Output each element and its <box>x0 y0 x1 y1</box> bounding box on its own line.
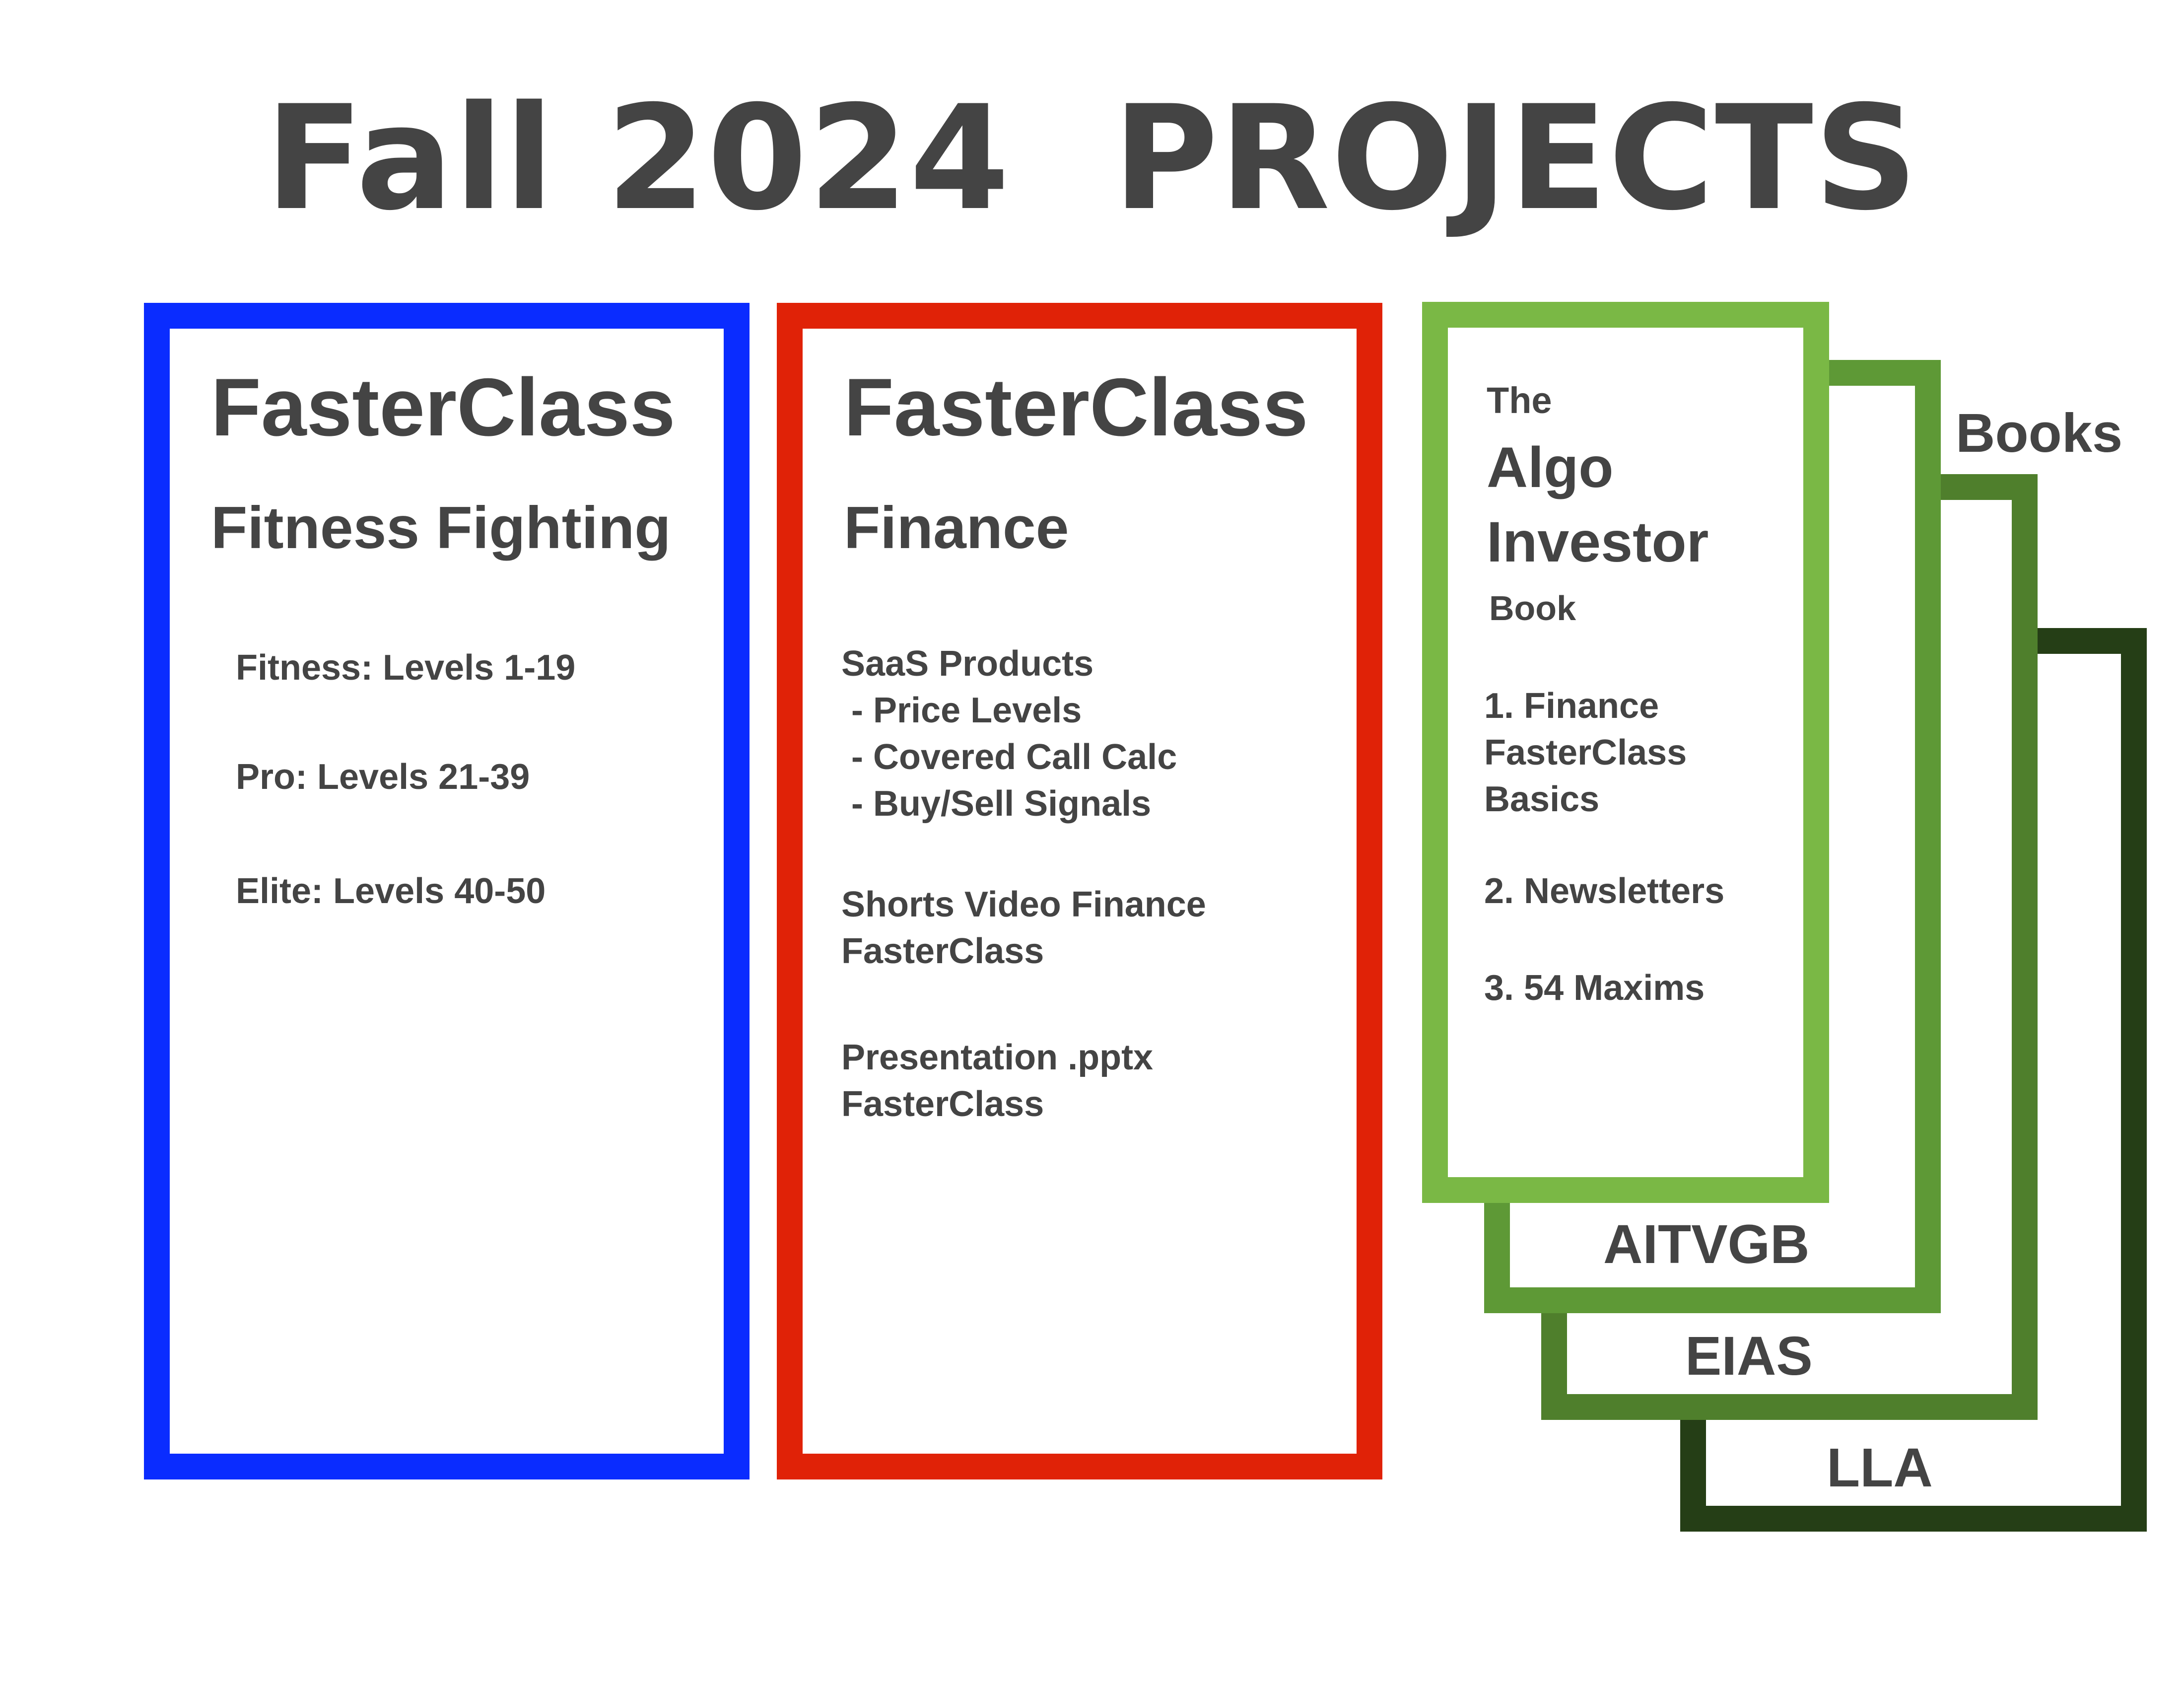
book-item-1-line2: FasterClass <box>1484 733 1687 773</box>
elite-levels-item: Elite: Levels 40-50 <box>236 871 546 911</box>
book-item-maxims: 3. 54 Maxims <box>1484 968 1705 1008</box>
algo-investor-pre: The <box>1487 380 1552 421</box>
shorts-video-item: Shorts Video Finance FasterClass <box>841 881 1206 975</box>
books-label: Books <box>1956 403 2123 464</box>
presentation-line2: FasterClass <box>841 1084 1044 1124</box>
algo-investor-post: Book <box>1489 589 1576 628</box>
book-item-1-line1: 1. Finance <box>1484 686 1659 726</box>
algo-investor-title-line1: Algo <box>1487 436 1614 499</box>
book-item-finance-basics: 1. Finance FasterClass Basics <box>1484 683 1687 823</box>
page-title: Fall 2024 PROJECTS <box>265 75 1919 242</box>
presentation-line1: Presentation .pptx <box>841 1038 1154 1077</box>
book-item-1-line3: Basics <box>1484 779 1600 819</box>
saas-item-buy-sell-signals: - Buy/Sell Signals <box>841 784 1152 824</box>
fitness-levels-item: Fitness: Levels 1-19 <box>236 648 576 688</box>
finance-card-title: FasterClass <box>844 361 1308 453</box>
saas-products-list: SaaS Products - Price Levels - Covered C… <box>841 640 1177 827</box>
book-label-aitvgb: AITVGB <box>1603 1214 1810 1275</box>
algo-investor-title-line2: Investor <box>1487 510 1709 574</box>
book-label-lla: LLA <box>1827 1437 1933 1498</box>
saas-item-covered-call-calc: - Covered Call Calc <box>841 737 1177 777</box>
finance-card <box>777 303 1382 1479</box>
fitness-fighting-card <box>144 303 750 1479</box>
shorts-video-line2: FasterClass <box>841 931 1044 971</box>
book-item-newsletters: 2. Newsletters <box>1484 871 1725 911</box>
book-label-eias: EIAS <box>1685 1326 1813 1387</box>
fitness-card-title: FasterClass <box>211 361 676 453</box>
fitness-card-subtitle: Fitness Fighting <box>211 494 671 561</box>
saas-item-price-levels: - Price Levels <box>841 691 1082 730</box>
presentation-item: Presentation .pptx FasterClass <box>841 1034 1153 1127</box>
finance-card-subtitle: Finance <box>844 494 1069 561</box>
book-card-algo-investor <box>1422 302 1829 1203</box>
shorts-video-line1: Shorts Video Finance <box>841 885 1206 924</box>
saas-products-heading: SaaS Products <box>841 644 1094 684</box>
pro-levels-item: Pro: Levels 21-39 <box>236 757 530 797</box>
